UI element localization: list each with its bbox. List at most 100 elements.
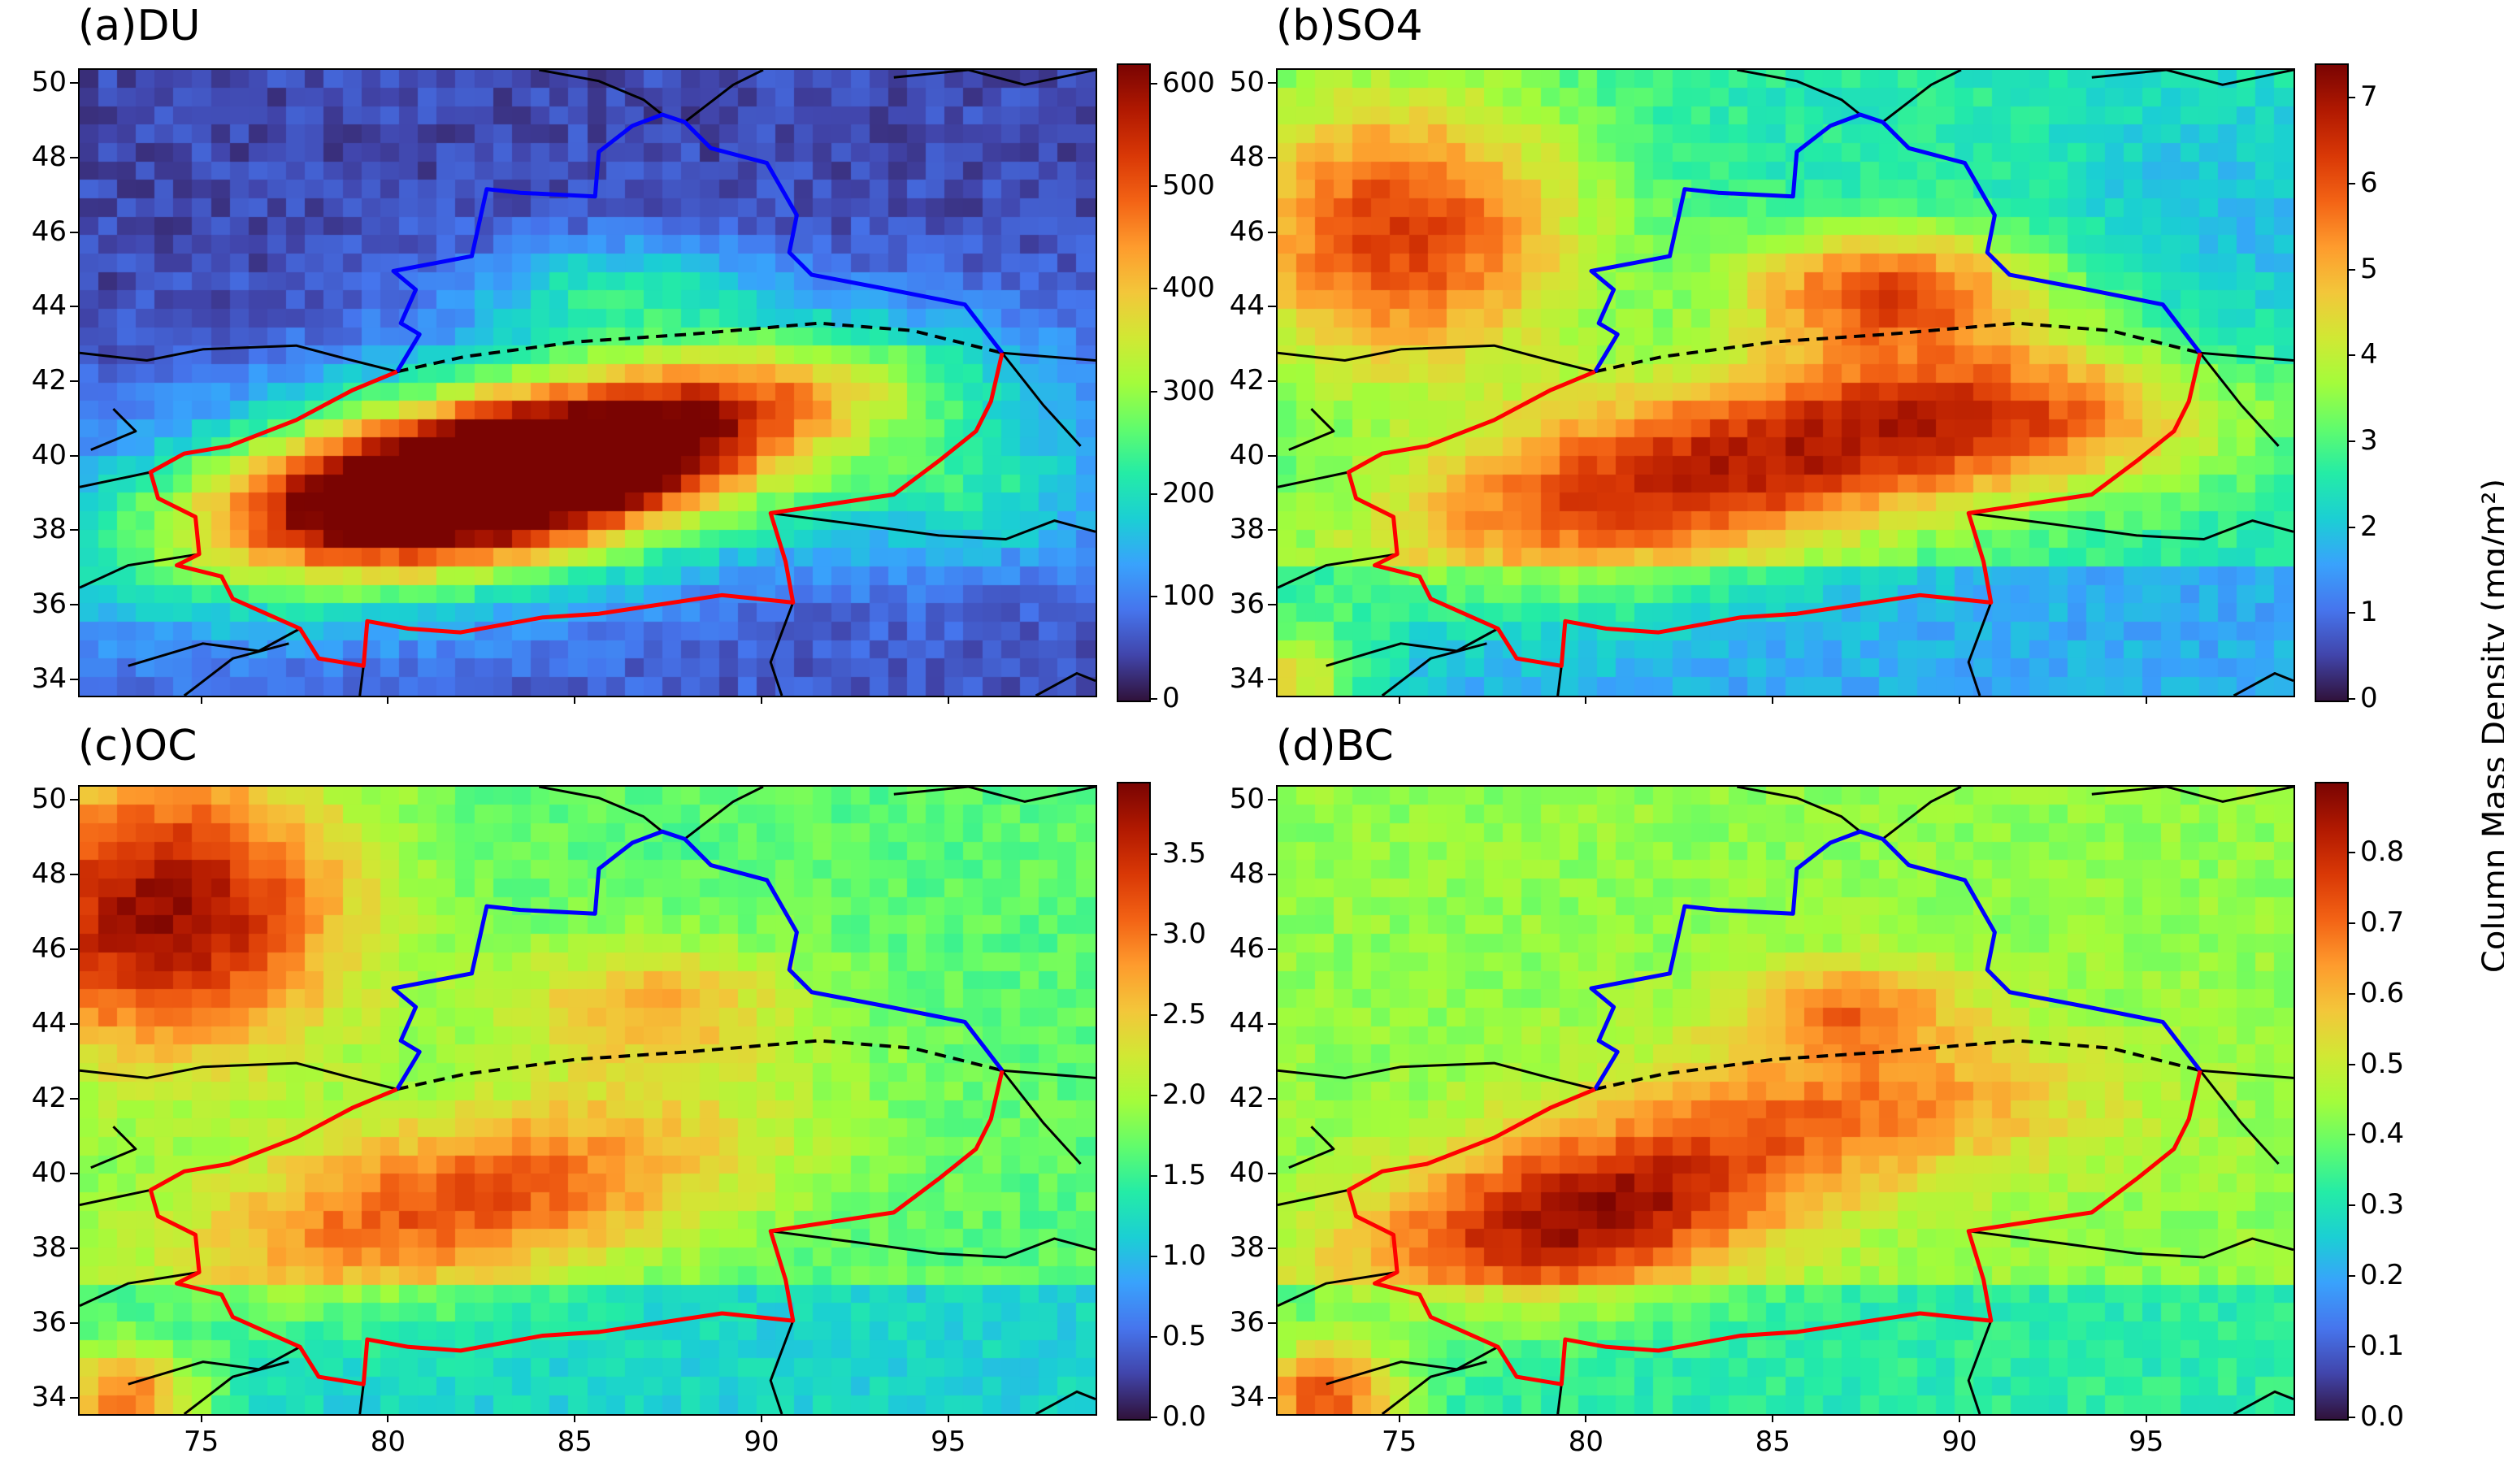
country-border-line <box>1968 511 2294 540</box>
tianshan-divider-line <box>397 321 1003 374</box>
colorbar-tick-label: 0.8 <box>2360 835 2405 868</box>
lat-tick-mark <box>1268 1247 1276 1249</box>
lat-tick-mark <box>70 1098 78 1100</box>
colorbar-tick-label: 1 <box>2360 596 2378 629</box>
north-xinjiang-border <box>1589 112 2202 373</box>
colorbar-tick-mark <box>2347 526 2355 528</box>
tianshan-divider-line <box>1595 321 2201 374</box>
lat-tick-label: 48 <box>1229 857 1265 891</box>
colorbar-tick-mark <box>1149 853 1157 856</box>
colorbar-tick-label: 1.0 <box>1162 1239 1207 1273</box>
country-border-line <box>80 344 397 373</box>
lon-tick-mark <box>2145 1414 2147 1422</box>
lat-tick-label: 40 <box>1229 1156 1265 1189</box>
lat-tick-label: 38 <box>1229 513 1265 546</box>
country-border-line <box>684 787 764 840</box>
country-border-line <box>1737 70 1861 116</box>
colorbar-tick-label: 2 <box>2360 510 2378 543</box>
colorbar-tick-mark <box>2347 851 2355 853</box>
map-so4 <box>1276 68 2295 697</box>
lat-tick-mark <box>1268 678 1276 680</box>
colorbar-tick-label: 3 <box>2360 423 2378 457</box>
country-border-line <box>2198 352 2280 447</box>
colorbar-du <box>1117 63 1151 702</box>
colorbar-tick-label: 4 <box>2360 338 2378 371</box>
lat-tick-mark <box>1268 1023 1276 1026</box>
colorbar-tick-label: 400 <box>1162 271 1215 305</box>
lon-tick-mark <box>947 696 949 704</box>
lon-tick-label: 75 <box>184 1425 219 1458</box>
country-border-line <box>128 627 301 667</box>
colorbar-tick-mark <box>2347 1204 2355 1207</box>
country-border-line <box>1035 672 1096 696</box>
heatmap-bc <box>1278 787 2294 1414</box>
south-xinjiang-border <box>148 352 1005 668</box>
lat-tick-mark <box>70 231 78 233</box>
lat-tick-label: 44 <box>1229 289 1265 323</box>
lat-tick-mark <box>1268 1098 1276 1100</box>
colorbar-tick-mark <box>1149 934 1157 936</box>
country-border-line <box>1278 1270 1398 1308</box>
country-border-line <box>2091 70 2294 86</box>
colorbar-tick-label: 200 <box>1162 476 1215 510</box>
colorbar-tick-mark <box>2347 354 2355 357</box>
lon-tick-mark <box>574 1414 576 1422</box>
lat-tick-label: 36 <box>31 588 67 620</box>
country-border-line <box>1881 70 1962 124</box>
lon-tick-label: 85 <box>1755 1425 1790 1458</box>
country-border-line <box>1278 344 1595 373</box>
colorbar-tick-label: 600 <box>1162 67 1215 100</box>
lat-tick-mark <box>1268 948 1276 951</box>
colorbar-tick-label: 2.5 <box>1162 998 1207 1031</box>
lat-tick-mark <box>1268 380 1276 382</box>
colorbar-tick-label: 7 <box>2360 80 2378 114</box>
colorbar-tick-label: 0 <box>2360 682 2378 714</box>
lat-tick-mark <box>70 799 78 801</box>
lat-tick-label: 50 <box>31 66 67 99</box>
colorbar-tick-mark <box>1149 1014 1157 1017</box>
lat-tick-label: 48 <box>1229 141 1265 173</box>
colorbar-tick-mark <box>1149 492 1157 495</box>
lat-tick-mark <box>70 678 78 680</box>
lat-tick-label: 36 <box>31 1305 67 1339</box>
lat-tick-mark <box>1268 82 1276 85</box>
colorbar-tick-label: 2.0 <box>1162 1078 1207 1112</box>
country-border-line <box>80 1188 151 1207</box>
lat-tick-label: 42 <box>1229 364 1265 397</box>
colorbar-tick-mark <box>1149 83 1157 85</box>
country-border-line <box>1278 553 1398 589</box>
lat-tick-label: 50 <box>31 783 67 816</box>
colorbar-tick-label: 3.0 <box>1162 918 1207 951</box>
lat-tick-mark <box>70 1396 78 1399</box>
colorbar-tick-mark <box>2347 1346 2355 1348</box>
colorbar-tick-mark <box>2347 1134 2355 1136</box>
country-border-line <box>1968 1230 2294 1259</box>
lat-tick-label: 40 <box>31 438 67 471</box>
north-xinjiang-border <box>391 829 1005 1091</box>
colorbar-tick-mark <box>1149 185 1157 188</box>
colorbar-tick-mark <box>2347 182 2355 184</box>
lat-tick-mark <box>1268 874 1276 876</box>
country-border-line <box>1001 1069 1096 1079</box>
lat-tick-label: 36 <box>1229 1305 1265 1339</box>
country-border-line <box>128 1345 301 1386</box>
lat-tick-mark <box>70 604 78 605</box>
lat-tick-label: 42 <box>31 364 67 397</box>
lon-tick-mark <box>1398 1414 1400 1422</box>
south-xinjiang-border <box>1346 352 2202 668</box>
colorbar-tick-label: 0 <box>1162 682 1180 714</box>
country-border-line <box>2199 1069 2294 1079</box>
colorbar-tick-label: 0.0 <box>1162 1400 1207 1433</box>
lat-tick-mark <box>70 454 78 457</box>
lat-tick-mark <box>1268 1396 1276 1399</box>
colorbar-tick-mark <box>1149 1175 1157 1178</box>
lon-tick-mark <box>200 696 202 704</box>
country-border-line <box>80 553 200 589</box>
heatmap-oc <box>80 787 1096 1414</box>
country-border-line <box>183 642 289 696</box>
country-border-line <box>80 1061 397 1091</box>
lat-tick-label: 40 <box>1229 438 1265 471</box>
lat-tick-mark <box>1268 306 1276 308</box>
country-border-line <box>1556 666 1563 696</box>
country-border-line <box>1278 1188 1349 1207</box>
